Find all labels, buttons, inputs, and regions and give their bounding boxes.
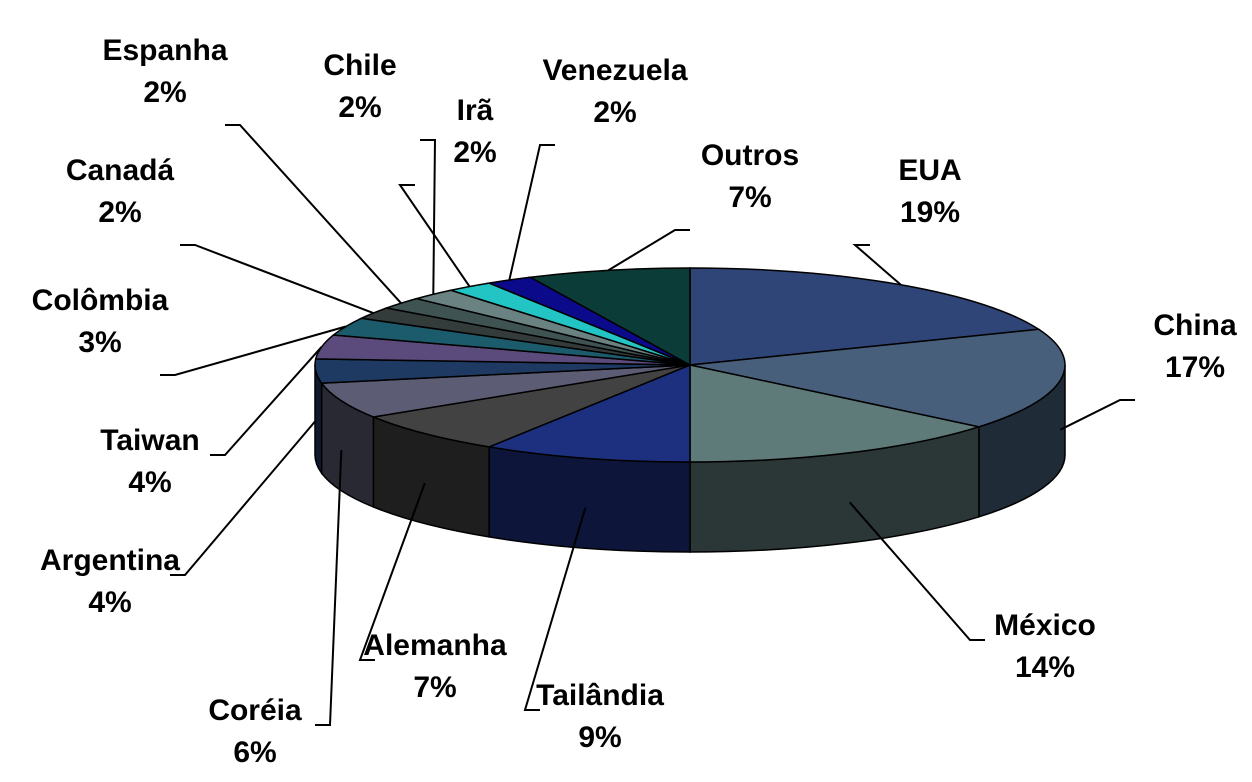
slice <box>689 328 1066 428</box>
category-label: EUA <box>898 154 961 187</box>
leader-line <box>508 144 555 281</box>
value-label: 2% <box>593 96 636 129</box>
slice <box>689 267 1041 366</box>
value-label: 2% <box>143 76 186 109</box>
leader-line <box>358 482 426 661</box>
leader-line <box>852 244 902 286</box>
slice <box>486 363 691 463</box>
value-label: 4% <box>128 466 171 499</box>
leader-line <box>225 124 402 304</box>
value-label: 3% <box>78 326 121 359</box>
leader-line <box>398 184 471 288</box>
leader-line <box>170 419 317 576</box>
category-label: México <box>994 609 1096 642</box>
leader-line <box>848 501 985 641</box>
value-label: 7% <box>728 181 771 214</box>
value-label: 2% <box>338 91 381 124</box>
leader-line <box>210 346 323 456</box>
category-label: Argentina <box>40 544 180 577</box>
value-label: 14% <box>1015 651 1075 684</box>
leader-line <box>523 507 587 711</box>
leader-line <box>420 139 437 295</box>
value-label: 17% <box>1165 351 1225 384</box>
slice-side <box>488 446 691 553</box>
category-label: Colômbia <box>32 284 169 317</box>
category-label: Taiwan <box>100 424 199 457</box>
value-label: 6% <box>233 736 276 769</box>
category-label: Chile <box>323 49 396 82</box>
value-label: 4% <box>88 586 131 619</box>
value-label: 7% <box>413 671 456 704</box>
category-label: Irã <box>457 94 494 127</box>
value-label: 2% <box>453 136 496 169</box>
leader-line <box>607 229 690 272</box>
category-label: Canadá <box>66 154 175 187</box>
value-label: 19% <box>900 196 960 229</box>
slice <box>689 364 982 463</box>
category-label: Alemanha <box>363 629 507 662</box>
value-label: 9% <box>578 721 621 754</box>
category-label: Coréia <box>208 694 302 727</box>
category-label: Tailândia <box>536 679 664 712</box>
category-label: Espanha <box>102 34 227 67</box>
category-label: Outros <box>701 139 799 172</box>
slice <box>370 364 691 448</box>
leader-line <box>180 244 374 314</box>
leader-line <box>315 450 343 726</box>
leader-line <box>160 325 347 376</box>
category-label: Venezuela <box>542 54 687 87</box>
leader-line <box>1059 399 1135 431</box>
value-label: 2% <box>98 196 141 229</box>
category-label: China <box>1153 309 1237 342</box>
